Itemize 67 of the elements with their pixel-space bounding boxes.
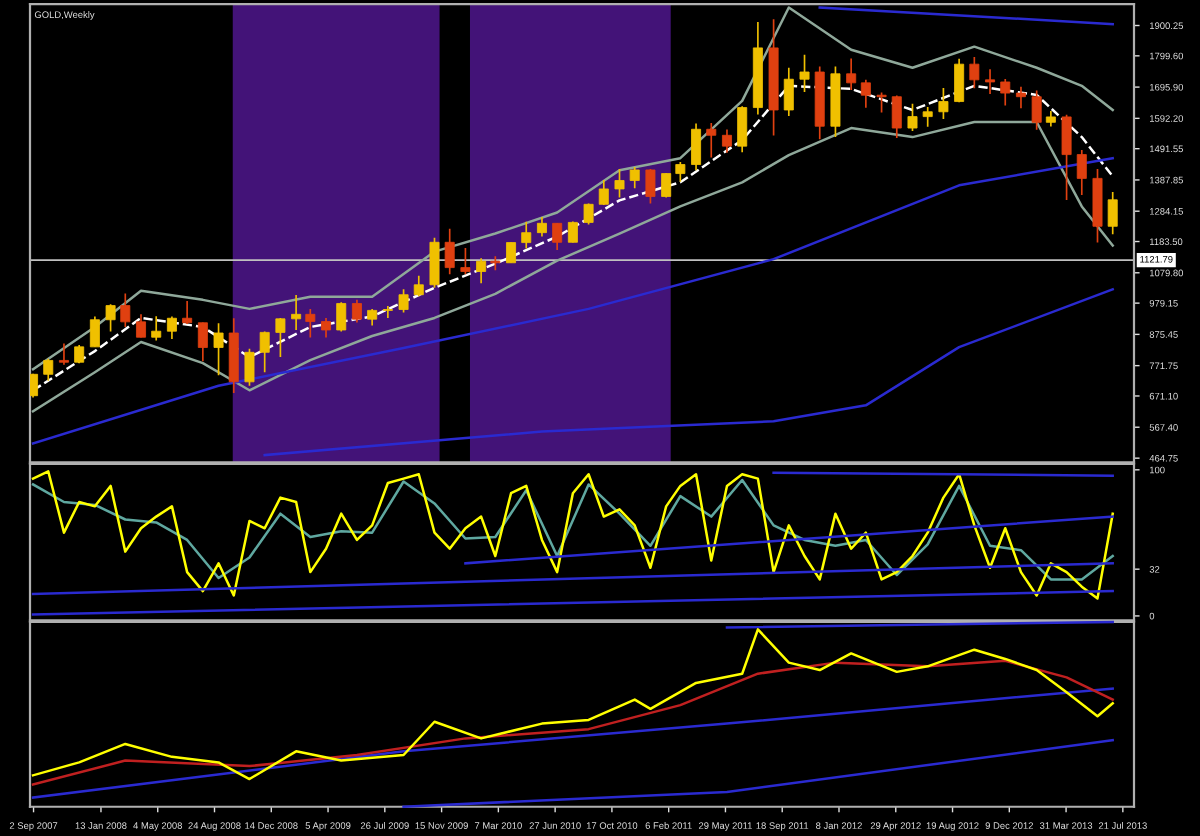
candlestick bbox=[907, 102, 918, 132]
candlestick bbox=[598, 179, 609, 206]
candlestick bbox=[737, 105, 748, 154]
line-series bbox=[31, 6, 1114, 371]
candlestick bbox=[58, 342, 69, 366]
candlestick bbox=[799, 53, 810, 93]
line-series bbox=[31, 156, 1114, 445]
candlestick bbox=[1107, 191, 1118, 235]
candlestick bbox=[629, 166, 640, 190]
candlestick bbox=[89, 315, 100, 348]
candlestick bbox=[1031, 89, 1042, 131]
candlestick bbox=[552, 222, 563, 251]
candlestick bbox=[382, 305, 393, 319]
candlestick bbox=[429, 236, 440, 289]
candlestick bbox=[120, 292, 131, 328]
line-series bbox=[31, 470, 1114, 600]
candlestick bbox=[567, 220, 578, 244]
candlestick bbox=[213, 322, 224, 377]
candlestick bbox=[1061, 113, 1072, 201]
candlestick bbox=[444, 227, 455, 276]
candlestick bbox=[166, 315, 177, 340]
candlestick bbox=[691, 122, 702, 172]
candlestick bbox=[1092, 168, 1103, 244]
candlestick bbox=[954, 57, 965, 103]
candlestick bbox=[259, 330, 270, 374]
candlestick bbox=[614, 168, 625, 199]
candlestick bbox=[521, 220, 532, 250]
candlestick bbox=[675, 161, 686, 183]
candlestick bbox=[136, 313, 146, 339]
candlestick bbox=[661, 172, 672, 199]
candlestick bbox=[197, 321, 208, 363]
candlestick bbox=[336, 301, 347, 333]
candlestick bbox=[783, 66, 794, 117]
candlestick bbox=[291, 294, 302, 331]
candlestick bbox=[244, 347, 255, 387]
candlestick bbox=[876, 91, 887, 114]
candlestick bbox=[1000, 78, 1011, 107]
candlestick bbox=[985, 68, 996, 95]
candlestick bbox=[321, 317, 331, 339]
candlestick bbox=[706, 122, 717, 159]
candlestick bbox=[860, 78, 871, 109]
candlestick bbox=[645, 168, 656, 205]
candlestick bbox=[891, 94, 902, 139]
candlestick bbox=[182, 300, 193, 325]
candlestick bbox=[536, 216, 547, 238]
candlestick bbox=[490, 255, 501, 272]
line-series bbox=[263, 288, 1114, 457]
candlestick bbox=[275, 317, 286, 358]
candlestick bbox=[721, 128, 732, 154]
candlestick bbox=[938, 87, 949, 120]
candlestick bbox=[460, 247, 471, 276]
candlestick bbox=[476, 257, 487, 285]
line-series bbox=[31, 478, 1114, 581]
candlestick bbox=[583, 202, 594, 226]
candlestick bbox=[105, 303, 116, 333]
candlestick bbox=[413, 274, 424, 298]
candlestick bbox=[969, 56, 980, 90]
candlestick bbox=[506, 241, 517, 264]
candlestick bbox=[1076, 149, 1087, 196]
candlestick bbox=[351, 299, 362, 324]
candlestick bbox=[922, 106, 933, 128]
candlestick bbox=[1015, 85, 1026, 109]
candlestick bbox=[151, 315, 162, 342]
candlestick bbox=[846, 57, 857, 91]
candlestick bbox=[43, 357, 54, 382]
candlestick bbox=[305, 308, 316, 339]
candlestick bbox=[398, 288, 409, 314]
